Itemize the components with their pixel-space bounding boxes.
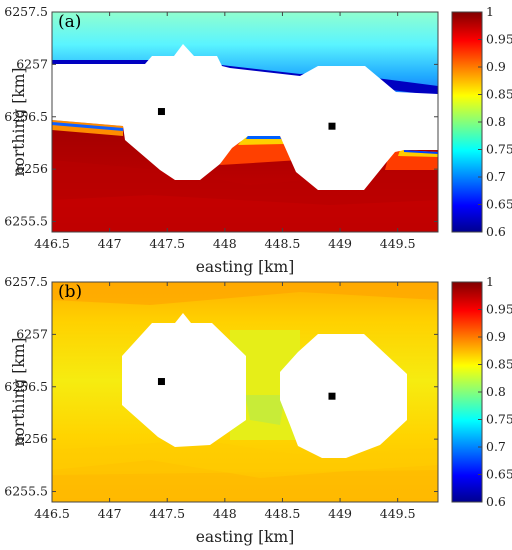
point-marker (157, 108, 165, 116)
x-tick-label: 447.5 (149, 236, 185, 251)
x-tick-label: 446.5 (34, 236, 70, 251)
colorbar-tick-label: 0.9 (486, 59, 506, 74)
panel-a-field (52, 12, 438, 232)
point-marker (328, 392, 336, 400)
colorbar-tick-label: 0.8 (486, 114, 506, 129)
y-tick-label: 6256.5 (4, 379, 48, 394)
panel-b-xlabel: easting [km] (196, 528, 295, 546)
panel-a-axes-box (51, 11, 439, 233)
colorbar-tick-label: 0.95 (486, 32, 512, 47)
y-tick-label: 6257 (16, 326, 48, 341)
colorbar-tick-label: 0.7 (486, 169, 506, 184)
panel-a-y-ticks: 6255.5 6256 6256.5 6257 6257.5 (4, 4, 438, 229)
panel-a-markers (157, 108, 336, 130)
colorbar-tick-label: 0.85 (486, 357, 512, 372)
panel-b-markers (157, 378, 336, 400)
x-tick-label: 449 (328, 506, 352, 521)
panel-a-masked-region (52, 44, 438, 190)
x-tick-label: 447 (98, 236, 122, 251)
y-tick-label: 6255.5 (4, 484, 48, 499)
panel-a-colorbar (451, 11, 483, 233)
y-tick-label: 6256 (16, 431, 48, 446)
colorbar-tick-label: 0.95 (486, 302, 512, 317)
colorbar-tick-label: 0.9 (486, 329, 506, 344)
panel-b-x-ticks: 446.5 447 447.5 448 448.5 449 449.5 (34, 282, 416, 521)
colorbar-tick-label: 1 (486, 274, 494, 289)
panel-b-masked-region-left (122, 313, 246, 447)
colorbar-tick-label: 0.7 (486, 439, 506, 454)
panel-a-xlabel: easting [km] (196, 258, 295, 276)
x-tick-label: 449.5 (380, 506, 416, 521)
panel-b-colorbar-ticks: 0.6 0.65 0.7 0.75 0.8 0.85 0.9 0.95 1 (478, 274, 512, 509)
colorbar-tick-label: 0.85 (486, 87, 512, 102)
x-tick-label: 446.5 (34, 506, 70, 521)
panel-a-colorbar-ticks: 0.6 0.65 0.7 0.75 0.8 0.85 0.9 0.95 1 (478, 4, 512, 239)
x-tick-label: 447 (98, 506, 122, 521)
x-tick-label: 448.5 (265, 236, 301, 251)
colorbar-tick-label: 0.65 (486, 467, 512, 482)
y-tick-label: 6255.5 (4, 214, 48, 229)
colorbar-tick-label: 0.8 (486, 384, 506, 399)
x-tick-label: 448.5 (265, 506, 301, 521)
y-tick-label: 6257.5 (4, 4, 48, 19)
y-tick-label: 6256 (16, 161, 48, 176)
y-tick-label: 6256.5 (4, 109, 48, 124)
panel-a-x-ticks: 446.5 447 447.5 448 448.5 449 449.5 (34, 12, 416, 251)
x-tick-label: 448 (213, 506, 237, 521)
colorbar-tick-label: 0.6 (486, 224, 506, 239)
panel-a-label: (a) (58, 12, 81, 32)
panel-b-masked-region-right (280, 334, 407, 458)
y-tick-label: 6257.5 (4, 274, 48, 289)
panel-b-y-ticks: 6255.5 6256 6256.5 6257 6257.5 (4, 274, 438, 499)
panel-b-colorbar (451, 281, 483, 503)
panel-b: 446.5 447 447.5 448 448.5 449 449.5 6255.5 6256… (4, 274, 512, 546)
panel-a: 446.5 447 447.5 448 448.5 449 449.5 6255.5 6256… (4, 4, 512, 276)
colorbar-tick-label: 0.75 (486, 412, 512, 427)
panel-b-ylabel: northing [km] (10, 338, 28, 447)
x-tick-label: 449 (328, 236, 352, 251)
colorbar-tick-label: 1 (486, 4, 494, 19)
y-tick-label: 6257 (16, 56, 48, 71)
panel-a-ylabel: northing [km] (10, 68, 28, 177)
panel-b-label: (b) (58, 282, 82, 302)
point-marker (328, 122, 336, 130)
panel-b-axes-box (51, 281, 439, 503)
colorbar-tick-label: 0.6 (486, 494, 506, 509)
x-tick-label: 449.5 (380, 236, 416, 251)
x-tick-label: 448 (213, 236, 237, 251)
point-marker (157, 378, 165, 386)
panel-b-field (52, 282, 438, 502)
colorbar-tick-label: 0.65 (486, 197, 512, 212)
colorbar-tick-label: 0.75 (486, 142, 512, 157)
x-tick-label: 447.5 (149, 506, 185, 521)
